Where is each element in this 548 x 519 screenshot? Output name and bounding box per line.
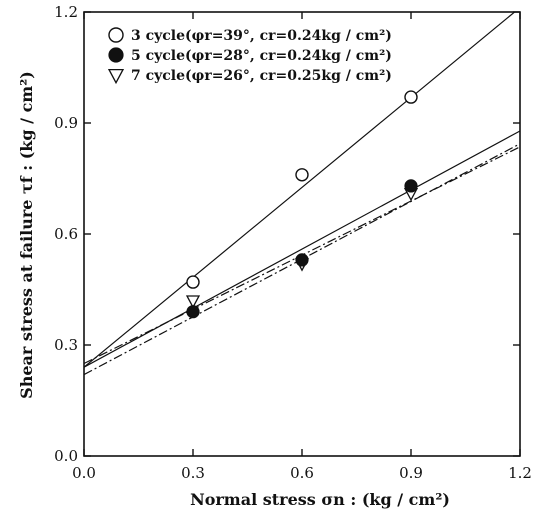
fit-line-series-2: [84, 130, 520, 368]
x-tick-label: 0.6: [290, 464, 314, 482]
y-tick-label: 0.6: [54, 225, 78, 243]
legend-marker-1: [108, 27, 124, 43]
data-points-layer: [185, 90, 419, 319]
legend-label-1: 3 cycle(φr=39°, cr=0.24kg / cm²): [131, 28, 392, 44]
data-point-series-1: [186, 275, 200, 289]
x-axis-title: Normal stress σn : (kg / cm²): [190, 490, 450, 509]
x-tick-label: 0.9: [399, 464, 423, 482]
legend-marker-2: [108, 47, 124, 63]
legend-label-2: 5 cycle(φr=28°, cr=0.24kg / cm²): [131, 48, 392, 64]
data-point-series-2: [186, 305, 200, 319]
data-point-series-2: [404, 179, 418, 193]
data-point-series-2: [295, 253, 309, 267]
x-tick-label: 1.2: [508, 464, 532, 482]
y-tick-label: 0.9: [54, 114, 78, 132]
y-axis-title: Shear stress at failure τf : (kg / cm²): [17, 71, 36, 399]
data-point-series-3: [185, 295, 201, 309]
x-tick-label: 0.0: [72, 464, 96, 482]
y-tick-label: 0.3: [54, 336, 78, 354]
fit-line-series-1: [84, 12, 516, 368]
legend: 3 cycle(φr=39°, cr=0.24kg / cm²) 5 cycle(…: [107, 27, 392, 85]
legend-label-3: 7 cycle(φr=26°, cr=0.25kg / cm²): [131, 68, 392, 84]
y-tick-label: 0.0: [54, 447, 78, 465]
legend-marker-3: [107, 68, 125, 85]
tick-labels-layer: 0.0 0.3 0.6 0.9 1.2 0.0 0.3 0.6 0.9 1.2: [54, 3, 532, 482]
data-point-series-1: [404, 90, 418, 104]
data-point-series-1: [295, 168, 309, 182]
axes-layer: [83, 11, 521, 457]
y-tick-label: 1.2: [54, 3, 78, 21]
x-tick-label: 0.3: [181, 464, 205, 482]
